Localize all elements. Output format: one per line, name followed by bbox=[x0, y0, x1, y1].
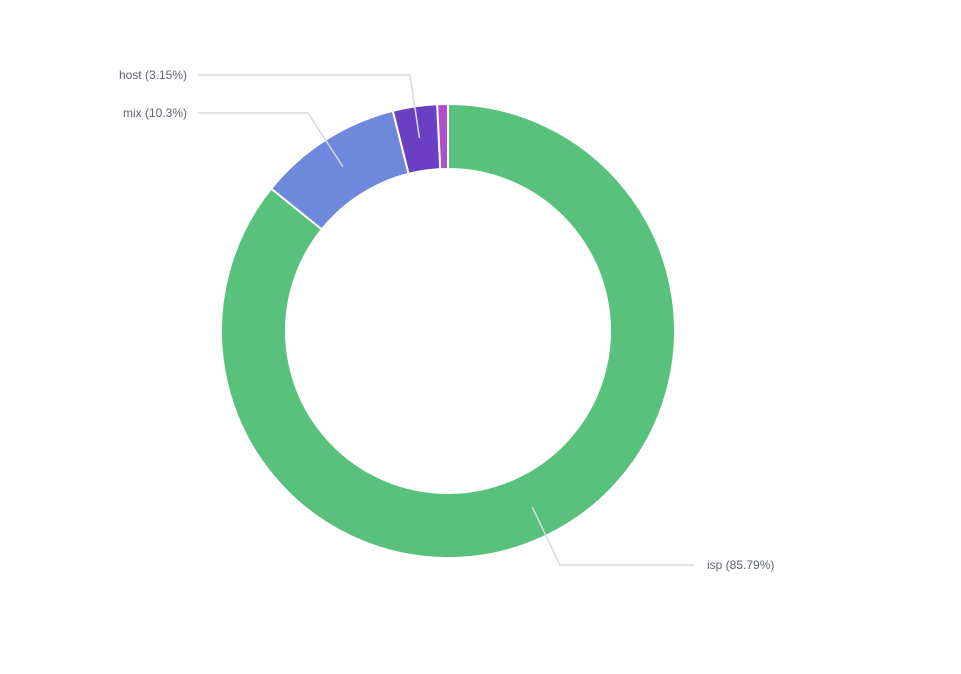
donut-slices bbox=[220, 103, 676, 559]
leader-line-isp bbox=[531, 506, 694, 566]
leader-line-mix bbox=[198, 112, 344, 168]
leader-lines bbox=[198, 74, 694, 566]
slice-other[interactable] bbox=[436, 103, 449, 171]
slice-label-host: host (3.15%) bbox=[119, 68, 187, 82]
slice-label-isp: isp (85.79%) bbox=[707, 558, 774, 572]
slice-labels: isp (85.79%) mix (10.3%) host (3.15%) bbox=[119, 68, 774, 572]
leader-line-host bbox=[198, 74, 421, 139]
slice-label-mix: mix (10.3%) bbox=[123, 106, 187, 120]
slice-isp[interactable] bbox=[220, 103, 676, 559]
